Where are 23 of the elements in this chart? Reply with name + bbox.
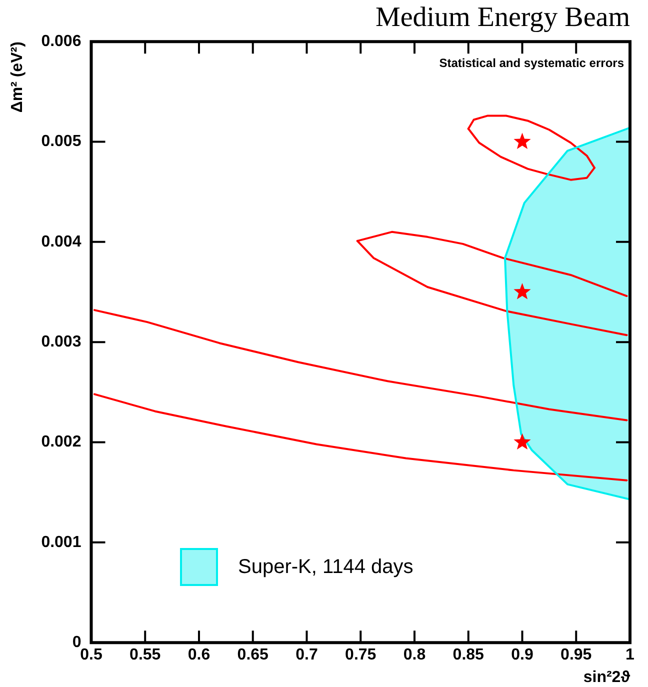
x-tick-label: 0.95 [560,646,592,664]
y-tick-label: 0 [72,634,82,652]
annotation: Statistical and systematic errors [439,56,624,70]
y-axis-title: Δm² (eV²) [9,42,26,113]
x-tick-label: 0.8 [403,646,426,664]
y-tick-label: 0.006 [41,33,82,50]
y-tick-label: 0.003 [41,334,82,351]
x-tick-label: 0.85 [452,646,484,664]
y-tick-label: 0.002 [41,434,82,451]
x-tick-label: 0.7 [296,646,318,664]
x-axis-title: sin²2ϑ [583,668,631,686]
chart-title: Medium Energy Beam [375,2,630,34]
x-tick-label: 0.65 [237,646,269,664]
y-tick-label: 0.004 [41,233,82,250]
x-tick-label: 0.5 [80,646,102,664]
y-tick-label: 0.001 [41,534,82,551]
x-tick-label: 0.9 [511,646,534,664]
y-tick-label: 0.005 [41,133,82,150]
x-tick-label: 0.55 [130,646,161,664]
x-tick-label: 0.75 [345,646,376,664]
legend-label: Super-K, 1144 days [238,556,414,578]
x-tick-label: 1 [626,646,635,664]
x-tick-label: 0.6 [188,646,210,664]
